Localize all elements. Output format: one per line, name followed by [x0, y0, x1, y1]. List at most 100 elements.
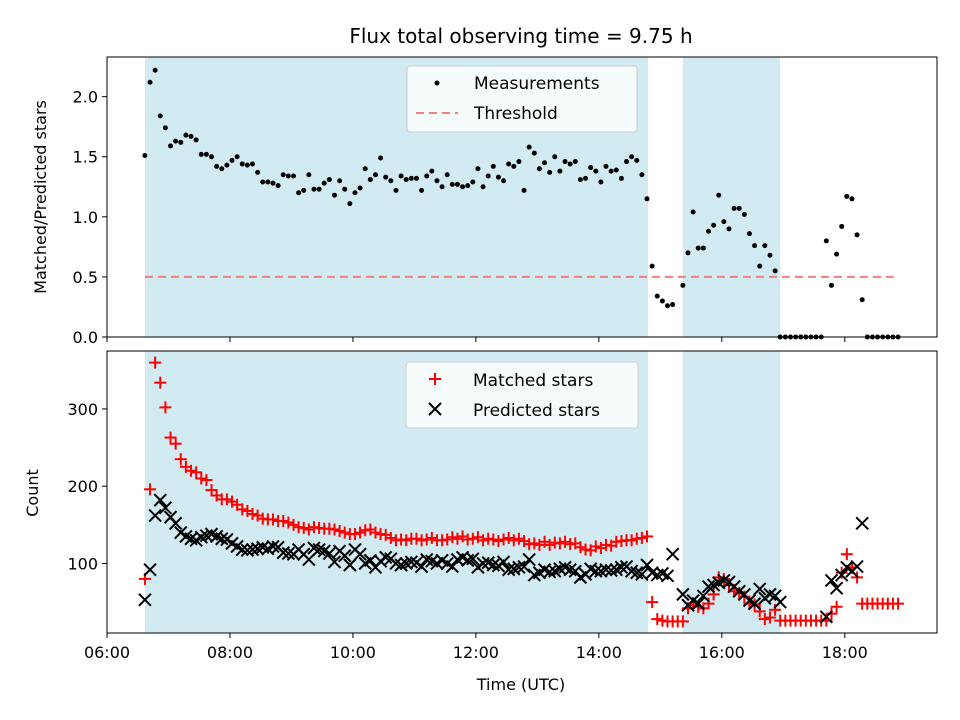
measurement-point: [854, 232, 860, 238]
measurement-point: [398, 173, 404, 179]
measurement-point: [454, 181, 460, 187]
measurement-point: [726, 226, 732, 232]
measurement-point: [608, 168, 614, 174]
observing-span: [682, 57, 781, 337]
measurement-point: [828, 282, 834, 288]
measurement-point: [839, 223, 845, 229]
measurement-point: [265, 179, 271, 185]
measurement-point: [367, 177, 373, 183]
measurement-point: [157, 113, 163, 119]
matched-point: [246, 508, 259, 521]
measurement-point: [357, 185, 363, 191]
measurement-point: [413, 175, 419, 181]
measurement-point: [419, 187, 425, 193]
matched-point: [441, 533, 454, 546]
measurement-point: [752, 243, 758, 249]
matched-point: [348, 528, 361, 541]
matched-point: [149, 356, 162, 369]
matched-point: [758, 613, 771, 626]
matched-point: [174, 453, 187, 466]
measurement-point: [618, 175, 624, 181]
measurement-point: [849, 196, 855, 202]
matched-point: [185, 464, 198, 477]
matched-point: [528, 537, 541, 550]
measurement-point: [501, 178, 507, 184]
measurement-point: [603, 163, 609, 169]
predicted-point: [542, 565, 557, 579]
measurement-point: [209, 154, 215, 160]
predicted-point: [834, 568, 849, 582]
matched-point: [369, 526, 382, 539]
measurement-point: [362, 166, 368, 172]
x-tick-label: 12:00: [453, 643, 499, 662]
predicted-point: [665, 547, 680, 561]
measurement-point: [388, 178, 394, 184]
matched-point: [338, 526, 351, 539]
measurement-point: [285, 173, 291, 179]
legend-measurements-marker: [434, 80, 440, 86]
predicted-point: [281, 546, 296, 561]
matched-point: [492, 535, 505, 548]
predicted-point: [604, 563, 618, 578]
matched-point: [451, 532, 464, 545]
measurement-point: [690, 209, 696, 215]
matched-point: [830, 600, 843, 613]
matched-point: [190, 466, 203, 479]
measurement-point: [639, 172, 645, 178]
predicted-point: [266, 539, 280, 554]
predicted-point: [414, 559, 429, 574]
predicted-point: [676, 587, 690, 602]
measurement-point: [834, 251, 840, 257]
matched-point: [512, 532, 525, 545]
measurement-point: [767, 252, 773, 258]
matched-point: [154, 376, 167, 389]
legend-matched-marker: [429, 373, 441, 385]
measurement-point: [746, 231, 752, 237]
measurement-point: [624, 159, 630, 165]
measurement-point: [372, 172, 378, 178]
measurement-point: [695, 245, 701, 251]
matched-point: [267, 513, 279, 526]
measurement-point: [198, 151, 204, 157]
predicted-point: [496, 555, 511, 569]
predicted-point: [353, 547, 367, 561]
measurement-point: [485, 173, 491, 179]
predicted-point: [404, 555, 419, 569]
matched-point: [502, 531, 515, 544]
measurement-point: [711, 222, 717, 228]
measurement-point: [296, 190, 302, 196]
measurement-point: [665, 303, 671, 309]
measurement-point: [772, 268, 778, 274]
top-y-tick-label: 0.5: [73, 268, 98, 287]
legend-predicted-marker: [428, 402, 442, 416]
predicted-point: [855, 516, 869, 530]
measurement-point: [439, 184, 445, 190]
measurement-point: [250, 161, 256, 167]
bottom-panel: 100 200 300 06:00 08:00 10:00 12:00 14:00 16:00 1…: [23, 350, 938, 694]
measurement-point: [337, 178, 343, 184]
measurement-point: [331, 192, 337, 198]
measurement-point: [583, 175, 589, 181]
top-y-tick-label: 1.0: [73, 208, 98, 227]
top-data-marks: [142, 67, 901, 340]
measurement-point: [290, 173, 296, 179]
measurement-point: [460, 184, 466, 190]
matched-point: [282, 516, 295, 529]
measurement-point: [255, 169, 261, 175]
matched-point: [220, 493, 233, 506]
measurement-point: [424, 173, 430, 179]
measurement-point: [434, 178, 440, 184]
measurement-point: [680, 282, 686, 288]
measurement-point: [465, 183, 471, 189]
measurement-point: [152, 67, 158, 73]
measurement-point: [649, 263, 655, 269]
measurement-point: [736, 205, 742, 211]
measurement-point: [280, 172, 286, 178]
predicted-point: [691, 596, 705, 611]
matched-point: [840, 548, 853, 561]
predicted-point: [517, 559, 531, 574]
predicted-point: [143, 562, 157, 577]
measurement-point: [567, 161, 573, 167]
matched-point: [589, 540, 602, 553]
